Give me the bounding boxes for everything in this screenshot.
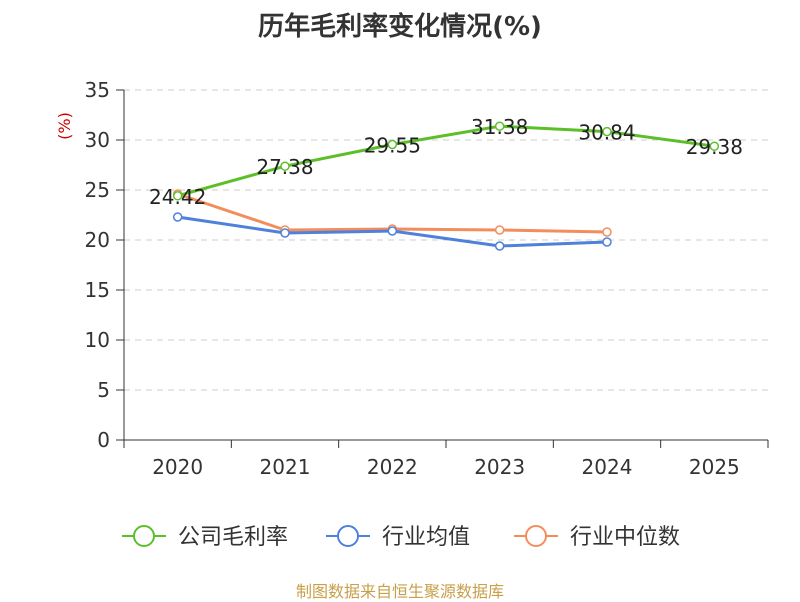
data-label: 24.42: [149, 185, 206, 209]
data-point: [602, 227, 612, 237]
data-point: [172, 212, 183, 222]
y-tick-label: 15: [85, 278, 110, 302]
y-tick-label: 20: [85, 228, 110, 252]
legend-marker: [525, 525, 547, 547]
data-label: 29.55: [364, 134, 421, 158]
y-axis-label: (%): [55, 112, 74, 140]
y-tick-label: 10: [85, 328, 110, 352]
legend-label: 公司毛利率: [178, 525, 288, 550]
legend-label: 行业中位数: [570, 525, 680, 550]
source-note: 制图数据来自恒生聚源数据库: [295, 582, 504, 601]
series-line-0: [177, 124, 715, 198]
x-tick-label: 2022: [367, 455, 418, 479]
y-tick-label: 25: [85, 178, 110, 202]
data-point: [172, 191, 183, 201]
data-label: 27.38: [256, 155, 313, 179]
y-tick-label: 30: [85, 128, 110, 152]
data-point: [602, 126, 612, 137]
x-tick-label: 2025: [689, 455, 740, 479]
data-point: [709, 141, 720, 151]
data-point: [387, 226, 398, 236]
chart-title: 历年毛利率变化情况(%): [258, 12, 542, 42]
data-point: [280, 161, 290, 171]
legend-marker: [337, 525, 359, 547]
data-label: 30.84: [578, 121, 635, 145]
data-point: [494, 121, 505, 131]
data-point: [494, 225, 505, 235]
data-point: [494, 241, 505, 251]
legend-label: 行业均值: [382, 525, 470, 550]
data-point: [387, 139, 398, 150]
x-tick-label: 2024: [582, 455, 633, 479]
x-tick-label: 2021: [260, 455, 311, 479]
data-label: 29.38: [686, 135, 743, 159]
y-tick-label: 35: [85, 78, 110, 102]
y-tick-label: 0: [97, 428, 110, 452]
legend-marker: [133, 525, 155, 547]
x-tick-label: 2020: [152, 455, 203, 479]
data-point: [280, 228, 290, 238]
data-point: [602, 237, 612, 247]
y-tick-label: 5: [97, 378, 110, 402]
x-tick-label: 2023: [474, 455, 525, 479]
data-label: 31.38: [471, 115, 528, 139]
